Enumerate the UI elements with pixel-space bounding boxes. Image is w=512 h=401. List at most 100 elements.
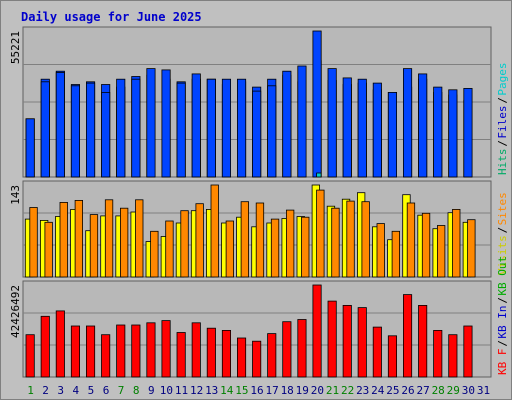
bar-sites-day-12 [195,203,204,278]
bar-kb-f-day-10 [161,320,171,378]
day-label-6: 6 [103,384,110,397]
bar-sites-day-9 [150,230,159,278]
day-label-30: 30 [462,384,475,397]
bar-files-day-16 [252,90,262,178]
bar-sites-day-28 [436,225,446,278]
legend-pages: Pages [496,62,509,95]
day-label-3: 3 [57,384,64,397]
day-label-9: 9 [148,384,155,397]
legend-sites: Sites [496,192,509,225]
bar-sites-day-30 [467,219,476,278]
bar-files-day-21 [327,68,337,178]
bar-files-day-22 [342,77,352,178]
bar-kb-f-day-25 [387,335,397,378]
bar-files-day-13 [206,78,216,178]
bar-sites-day-7 [120,207,129,278]
day-label-31: 31 [477,384,490,397]
y-max-label-hits-files-pages: 55221 [9,31,22,64]
bar-sites-day-8 [135,199,144,278]
bar-sites-day-3 [59,201,68,278]
bar-files-day-15 [236,78,247,178]
bar-sites-day-1 [29,207,38,278]
bar-files-day-23 [357,78,367,178]
legend-separator: / [496,97,509,104]
day-label-13: 13 [205,384,218,397]
y-max-label-kb: 42426492 [9,285,22,338]
bar-files-day-28 [433,86,443,178]
day-label-10: 10 [160,384,173,397]
bar-kb-f-day-5 [86,325,96,378]
bar-kb-f-day-21 [327,300,337,378]
day-label-14: 14 [220,384,234,397]
bar-sites-day-11 [180,210,189,278]
day-label-21: 21 [326,384,339,397]
bar-sites-day-29 [452,208,461,278]
day-label-11: 11 [175,384,188,397]
day-label-17: 17 [265,384,278,397]
bar-files-day-3 [55,72,65,178]
bar-kb-f-day-17 [267,333,277,378]
day-label-5: 5 [88,384,95,397]
day-label-29: 29 [447,384,460,397]
bar-sites-day-17 [270,218,280,278]
y-max-label-visits-sites: 143 [9,185,22,205]
bar-files-day-12 [191,73,201,178]
day-label-7: 7 [118,384,125,397]
bar-kb-f-day-30 [463,325,473,378]
bar-files-day-20 [312,30,322,178]
bar-sites-day-16 [255,202,265,278]
bar-sites-day-15 [240,201,250,278]
bar-kb-f-day-16 [252,340,262,378]
bar-kb-f-day-22 [342,304,352,378]
bar-files-day-26 [402,68,413,178]
day-label-25: 25 [386,384,399,397]
bar-sites-day-2 [44,221,53,278]
legend-files: Files [496,105,509,138]
legend-separator: / [496,297,509,304]
bar-kb-f-day-1 [25,334,35,378]
bar-sites-day-10 [165,220,174,278]
bar-sites-day-20 [316,189,325,278]
day-label-24: 24 [371,384,385,397]
bar-files-day-24 [372,82,382,178]
bar-files-day-29 [448,89,458,178]
day-label-23: 23 [356,384,369,397]
bar-kb-f-day-4 [70,325,81,378]
bar-sites-day-21 [331,207,340,278]
bar-kb-f-day-27 [418,304,428,378]
bar-sites-day-27 [421,212,431,278]
bar-sites-day-6 [104,199,114,278]
day-label-22: 22 [341,384,354,397]
bar-kb-f-day-2 [40,315,50,378]
bar-kb-f-day-11 [176,332,186,378]
bar-kb-f-day-24 [372,326,382,378]
legend-kb-f: KB F [496,349,509,376]
bar-files-day-4 [70,85,81,178]
bar-kb-f-day-9 [146,322,156,378]
day-label-19: 19 [296,384,309,397]
bar-files-day-1 [25,118,35,178]
day-label-26: 26 [401,384,414,397]
bar-sites-day-13 [210,184,219,278]
bar-kb-f-day-20 [312,284,322,378]
bar-kb-f-day-15 [236,337,247,378]
bar-kb-f-day-3 [55,310,65,378]
day-label-4: 4 [72,384,79,397]
legend-visits: Visits [496,235,509,275]
bar-sites-day-26 [406,202,416,278]
bar-kb-f-day-18 [282,321,292,378]
bar-kb-f-day-26 [402,294,413,378]
bar-sites-day-23 [361,201,370,278]
bar-sites-day-5 [89,214,99,278]
bar-kb-f-day-29 [448,334,458,378]
day-label-27: 27 [416,384,429,397]
bar-kb-f-day-23 [357,307,367,378]
bar-files-day-10 [161,69,171,178]
bar-kb-f-day-12 [191,322,201,378]
bar-files-day-6 [101,92,111,178]
day-label-16: 16 [250,384,263,397]
day-label-12: 12 [190,384,203,397]
bar-files-day-19 [297,65,307,178]
bar-pages-day-20 [316,172,322,178]
bar-files-day-7 [116,78,126,178]
